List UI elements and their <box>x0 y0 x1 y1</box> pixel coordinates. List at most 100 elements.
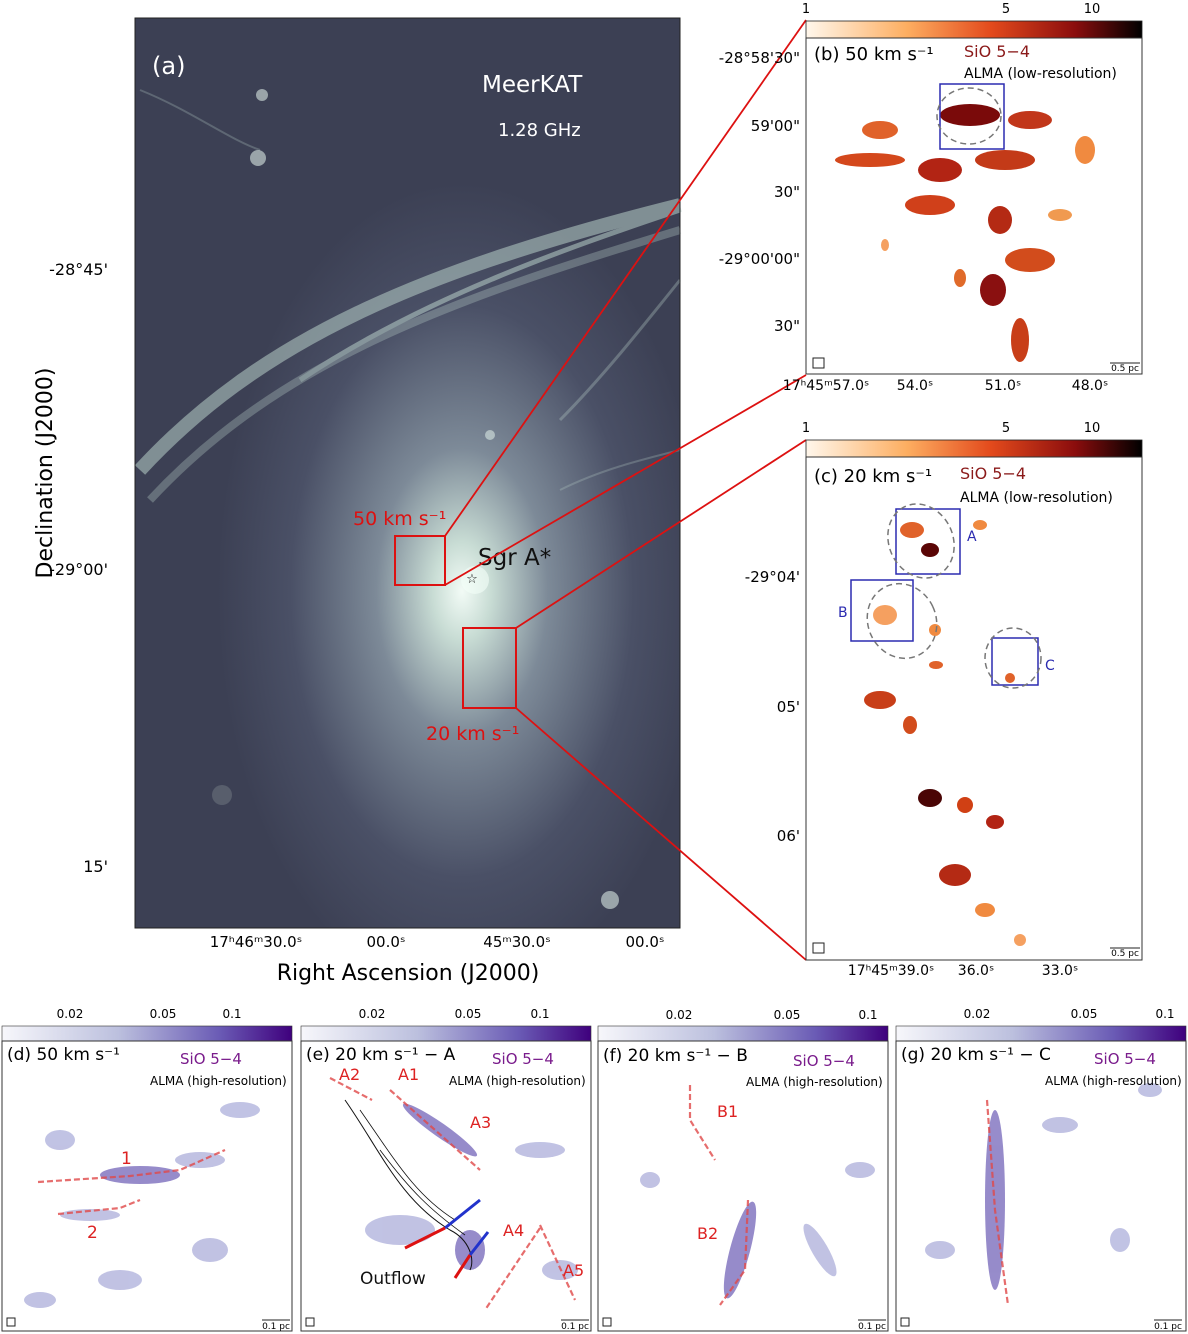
colorbar-tick: 0.05 <box>774 1008 801 1022</box>
panel-b-ytick: -29°00'00" <box>719 250 800 268</box>
colorbar-tick: 1 <box>802 2 810 17</box>
panel-c-label: (c) 20 km s⁻¹ <box>814 466 932 487</box>
radio-filaments <box>134 89 682 503</box>
panel-f-instrument: ALMA (high-resolution) <box>746 1075 883 1089</box>
panel-a-xtick: 00.0ˢ <box>367 933 406 951</box>
colorbar-tick: 0.1 <box>858 1008 877 1022</box>
filament-2 <box>57 1198 141 1216</box>
panel-a-frame <box>134 17 681 929</box>
panel-g-line: SiO 5−4 <box>1094 1050 1156 1068</box>
region-ellipse-c <box>984 627 1042 689</box>
panel-f: B1 B2 (f) 20 km s⁻¹ − B SiO 5−4 ALMA (hi… <box>597 1040 889 1332</box>
panel-e: A2 A1 A3 A4 A5 Outflow (e) 20 km s⁻¹ − A… <box>300 1040 592 1332</box>
panel-c-xtick: 17ʰ45ᵐ39.0ˢ <box>848 963 934 979</box>
colorbar-tick: 0.1 <box>1155 1007 1174 1021</box>
beam-icon <box>812 942 825 954</box>
panel-d-label: (d) 50 km s⁻¹ <box>7 1045 120 1065</box>
beam-icon <box>900 1317 910 1327</box>
panel-c-xtick: 36.0ˢ <box>958 963 994 979</box>
panel-a-ylabel: Declination (J2000) <box>33 368 58 579</box>
panel-e-label: (e) 20 km s⁻¹ − A <box>306 1045 456 1065</box>
panel-c-colorbar <box>805 439 1143 458</box>
zoom-connectors <box>444 19 807 961</box>
panel-b-ytick: 59'00" <box>751 117 800 135</box>
sgr-a-star-label: Sgr A* <box>478 545 551 571</box>
colorbar-d <box>1 1025 293 1042</box>
box-50kms <box>394 535 446 586</box>
panel-a-xtick: 45ᵐ30.0ˢ <box>483 933 550 951</box>
panel-e-line: SiO 5−4 <box>492 1050 554 1068</box>
panel-a-xtick: 17ʰ46ᵐ30.0ˢ <box>210 933 303 951</box>
filament-a4 <box>484 1227 541 1311</box>
panel-g-frame <box>895 1040 1187 1332</box>
beam-icon <box>305 1317 315 1327</box>
panel-a-xtick: 00.0ˢ <box>626 933 665 951</box>
outflow-contour <box>359 1109 456 1221</box>
annotation: A1 <box>398 1065 419 1084</box>
radio-blobs <box>212 89 619 909</box>
telescope-label: MeerKAT <box>482 72 583 98</box>
colorbar-tick: 0.05 <box>150 1007 177 1021</box>
box-20kms <box>462 627 517 709</box>
panel-f-label: (f) 20 km s⁻¹ − B <box>603 1046 748 1066</box>
annotation: A2 <box>339 1065 360 1084</box>
filament-c <box>985 1099 1010 1306</box>
region-box-b <box>850 579 914 642</box>
region-ellipse-a <box>887 503 955 579</box>
panel-a: (a) MeerKAT 1.28 GHz Sgr A* ☆ 50 km s⁻¹ … <box>33 17 807 986</box>
panel-f-line: SiO 5−4 <box>793 1052 855 1070</box>
red-outflow-arrow-icon <box>404 1226 446 1250</box>
colorbar-tick: 10 <box>1084 2 1101 17</box>
annotation: 2 <box>87 1223 98 1243</box>
region-box <box>939 83 1005 150</box>
scalebar-label: 0.1 pc <box>1154 1322 1182 1332</box>
blue-outflow-arrow-icon <box>468 1231 490 1256</box>
beam-icon <box>6 1317 16 1327</box>
panel-g: (g) 20 km s⁻¹ − C SiO 5−4 ALMA (high-res… <box>895 1040 1187 1332</box>
colorbar-tick: 0.02 <box>666 1008 693 1022</box>
panel-e-instrument: ALMA (high-resolution) <box>449 1074 586 1088</box>
colorbar-e <box>300 1025 592 1042</box>
scalebar-label: 0.5 pc <box>1111 949 1139 959</box>
box-20kms-label: 20 km s⁻¹ <box>426 723 519 745</box>
colorbar-tick: 10 <box>1084 421 1101 436</box>
panel-g-instrument: ALMA (high-resolution) <box>1045 1074 1182 1088</box>
annotation: Outflow <box>360 1269 426 1289</box>
panel-b-xtick: 17ʰ45ᵐ57.0ˢ <box>783 378 869 394</box>
sgr-a-star-marker-icon: ☆ <box>466 572 478 587</box>
panel-b-xtick: 48.0ˢ <box>1072 378 1108 394</box>
filament-a5 <box>539 1224 576 1301</box>
colorbar-tick: 1 <box>802 421 810 436</box>
panel-b-xtick: 54.0ˢ <box>897 378 933 394</box>
panel-b-ytick: 30" <box>774 183 800 201</box>
panel-b-colorbar <box>805 20 1143 39</box>
region-ellipse-b <box>866 582 938 660</box>
blue-outflow-arrow-icon <box>444 1198 481 1230</box>
frequency-label: 1.28 GHz <box>498 120 581 141</box>
filament-1 <box>37 1148 226 1184</box>
colorbar-tick: 0.02 <box>964 1007 991 1021</box>
panel-b-xtick: 51.0ˢ <box>985 378 1021 394</box>
scalebar-label: 0.1 pc <box>858 1322 886 1332</box>
annotation: A4 <box>503 1221 524 1240</box>
panel-b-ytick: 30" <box>774 317 800 335</box>
sio-emission-f <box>640 1162 875 1299</box>
panel-a-ytick: -28°45' <box>49 260 108 279</box>
beam-icon <box>602 1317 612 1327</box>
box-50kms-label: 50 km s⁻¹ <box>353 508 446 530</box>
sio-emission-c <box>864 520 1026 946</box>
filament-a2 <box>329 1077 373 1101</box>
colorbar-tick: 0.05 <box>1071 1007 1098 1021</box>
panel-a-ytick: -29°00' <box>49 560 108 579</box>
panel-c-line: SiO 5−4 <box>960 464 1026 483</box>
bottom-colorbars: 0.02 0.05 0.1 0.02 0.05 0.1 0.02 0.05 0.… <box>1 1007 1187 1042</box>
panel-a-label: (a) <box>152 52 185 80</box>
annotation: A5 <box>563 1261 584 1280</box>
red-outflow-arrow-icon <box>453 1254 472 1279</box>
panel-c-xtick: 33.0ˢ <box>1042 963 1078 979</box>
panel-c-ytick: 05' <box>777 698 800 716</box>
filament-a1 <box>389 1089 481 1171</box>
outflow-contour <box>379 1149 466 1236</box>
region-ellipse <box>936 87 1002 145</box>
